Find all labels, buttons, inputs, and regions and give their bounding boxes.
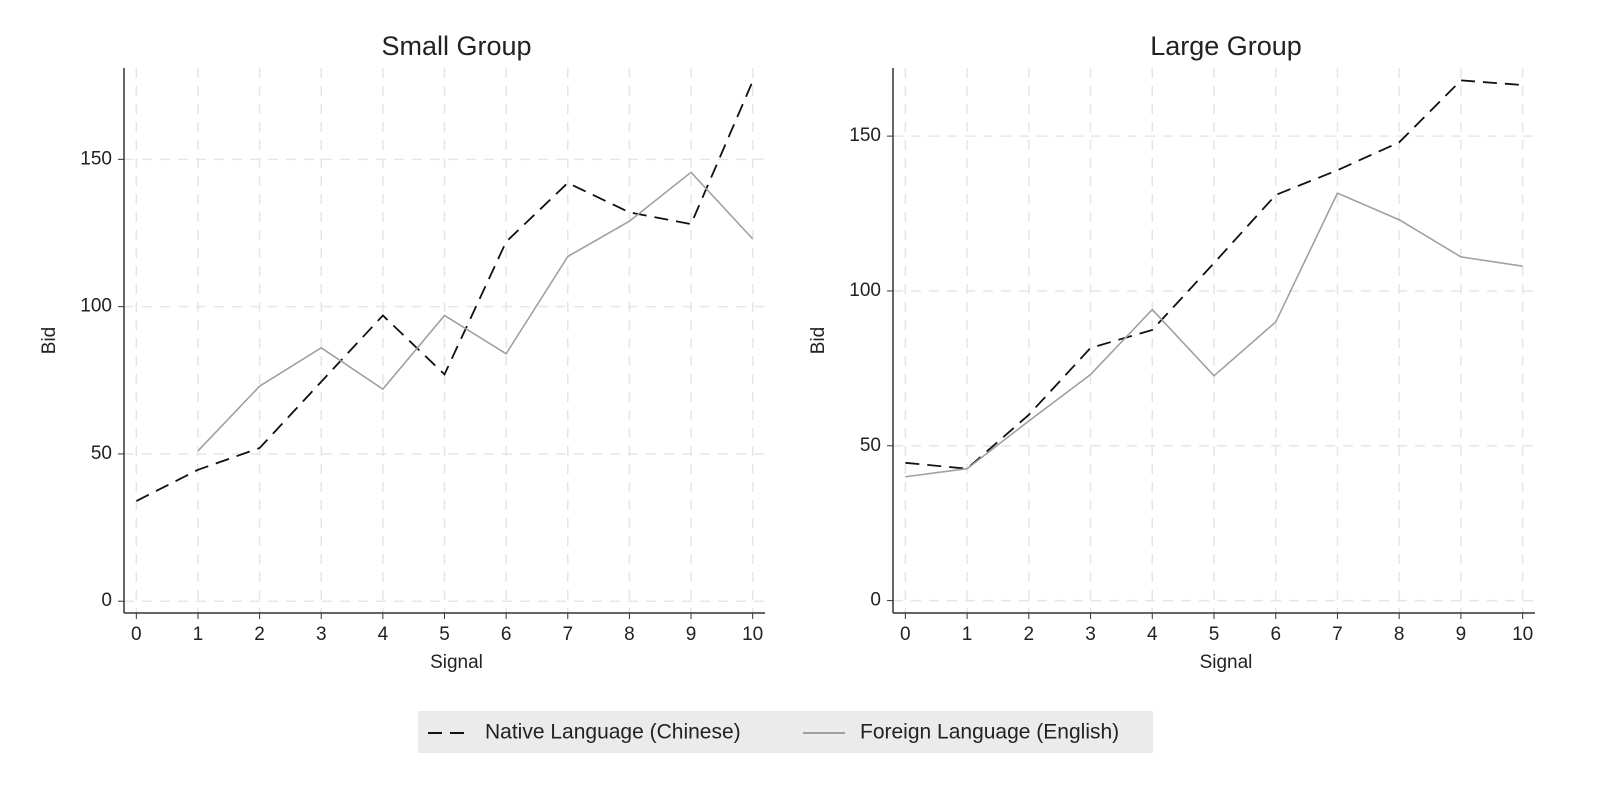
y-tick-label: 100 <box>80 296 112 317</box>
x-axis-label: Signal <box>1200 652 1253 673</box>
legend-label: Foreign Language (English) <box>860 721 1119 744</box>
x-tick-label: 9 <box>1456 624 1467 645</box>
x-tick-label: 0 <box>900 624 911 645</box>
y-tick-label: 0 <box>101 590 112 611</box>
y-tick-label: 150 <box>80 148 112 169</box>
x-tick-label: 5 <box>439 624 450 645</box>
x-tick-label: 3 <box>1085 624 1096 645</box>
x-tick-label: 2 <box>254 624 265 645</box>
x-axis-label: Signal <box>430 652 483 673</box>
y-tick-label: 100 <box>849 280 881 301</box>
chart-title: Large Group <box>1150 31 1302 61</box>
legend-box <box>418 711 1153 753</box>
x-tick-label: 8 <box>1394 624 1405 645</box>
line-series <box>135 80 754 502</box>
x-tick-label: 2 <box>1024 624 1035 645</box>
chart-title: Small Group <box>381 31 531 61</box>
y-tick-label: 50 <box>91 443 112 464</box>
x-tick-label: 0 <box>131 624 142 645</box>
x-tick-label: 4 <box>1147 624 1158 645</box>
x-tick-label: 8 <box>624 624 635 645</box>
line-series <box>905 79 1523 470</box>
y-tick-label: 150 <box>849 125 881 146</box>
y-axis-label: Bid <box>39 327 60 354</box>
x-tick-label: 10 <box>1512 624 1533 645</box>
x-tick-label: 7 <box>562 624 573 645</box>
x-tick-label: 7 <box>1332 624 1343 645</box>
x-tick-label: 10 <box>742 624 763 645</box>
x-tick-label: 1 <box>193 624 204 645</box>
x-tick-label: 5 <box>1209 624 1220 645</box>
x-tick-label: 6 <box>1270 624 1281 645</box>
y-tick-label: 50 <box>860 435 881 456</box>
line-series <box>905 192 1523 478</box>
x-tick-label: 6 <box>501 624 512 645</box>
x-tick-label: 4 <box>378 624 389 645</box>
line-series <box>197 171 754 452</box>
x-tick-label: 3 <box>316 624 327 645</box>
x-tick-label: 9 <box>686 624 697 645</box>
x-tick-label: 1 <box>962 624 973 645</box>
legend-label: Native Language (Chinese) <box>485 721 741 744</box>
y-axis-label: Bid <box>808 327 829 354</box>
y-tick-label: 0 <box>870 590 881 611</box>
